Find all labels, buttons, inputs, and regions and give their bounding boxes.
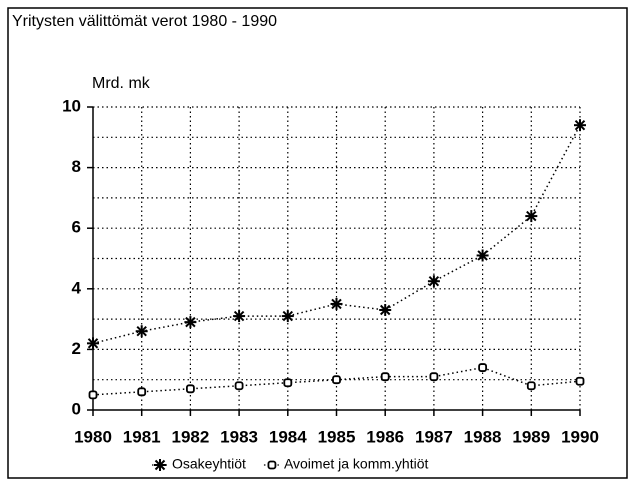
x-tick-label: 1986 (366, 427, 404, 446)
chart-title: Yritysten välittömät verot 1980 - 1990 (12, 13, 277, 30)
marker-box (429, 372, 439, 382)
legend-label: Avoimet ja komm.yhtiöt (284, 456, 429, 472)
marker-box (234, 381, 244, 391)
marker-stroke (87, 338, 99, 349)
marker-stroke (154, 459, 166, 471)
marker-stroke (574, 119, 586, 131)
data-point (184, 316, 197, 329)
marker-stroke (331, 298, 342, 310)
y-tick-label: 10 (62, 96, 81, 115)
marker-stroke (233, 310, 245, 322)
data-point (427, 275, 440, 288)
x-tick-label: 1983 (220, 427, 258, 446)
data-point (525, 210, 538, 223)
x-tick-label: 1982 (171, 427, 209, 446)
marker-box (267, 460, 277, 470)
data-point (575, 376, 585, 386)
marker-stroke (428, 276, 440, 287)
data-point (135, 325, 148, 338)
marker-box (283, 378, 293, 388)
x-tick-label: 1989 (512, 427, 550, 446)
marker-box (380, 372, 390, 382)
marker-stroke (136, 326, 147, 337)
y-tick-label: 8 (72, 157, 81, 176)
x-tick-label: 1988 (464, 427, 502, 446)
marker-stroke (477, 250, 488, 261)
data-point (283, 378, 293, 388)
data-point (88, 390, 98, 400)
marker-box (88, 390, 98, 400)
data-point (185, 384, 195, 394)
data-point (379, 304, 392, 317)
data-point (87, 337, 99, 350)
y-tick-label: 2 (72, 339, 81, 358)
marker-box (526, 381, 536, 391)
data-point (234, 381, 244, 391)
data-point (137, 387, 147, 397)
data-point (429, 372, 439, 382)
data-point (332, 375, 341, 385)
x-tick-label: 1987 (415, 427, 453, 446)
marker-box (185, 384, 195, 394)
data-point (330, 297, 343, 310)
marker-box (332, 375, 341, 385)
marker-box (478, 363, 488, 372)
marker-box (575, 376, 585, 386)
y-tick-label: 0 (72, 399, 81, 418)
data-point (380, 372, 390, 382)
data-point (478, 363, 488, 372)
x-tick-label: 1984 (269, 427, 307, 446)
data-point (574, 119, 586, 132)
y-tick-label: 6 (72, 218, 81, 237)
y-tick-label: 4 (72, 278, 82, 297)
marker-stroke (185, 316, 196, 328)
legend-label: Osakeyhtiöt (172, 456, 246, 472)
data-point (281, 310, 294, 323)
legend-marker (267, 460, 277, 470)
legend-marker (154, 459, 166, 471)
frame (7, 7, 628, 479)
marker-stroke (379, 304, 391, 316)
x-tick-label: 1985 (318, 427, 356, 446)
data-point (476, 249, 489, 262)
x-tick-label: 1981 (123, 427, 161, 446)
x-tick-label: 1980 (74, 427, 112, 446)
marker-stroke (282, 310, 294, 322)
data-point (526, 381, 536, 391)
data-point (233, 310, 246, 323)
x-tick-label: 1990 (561, 427, 599, 446)
marker-stroke (526, 210, 537, 222)
y-axis-label: Mrd. mk (92, 75, 151, 92)
marker-box (137, 387, 147, 397)
